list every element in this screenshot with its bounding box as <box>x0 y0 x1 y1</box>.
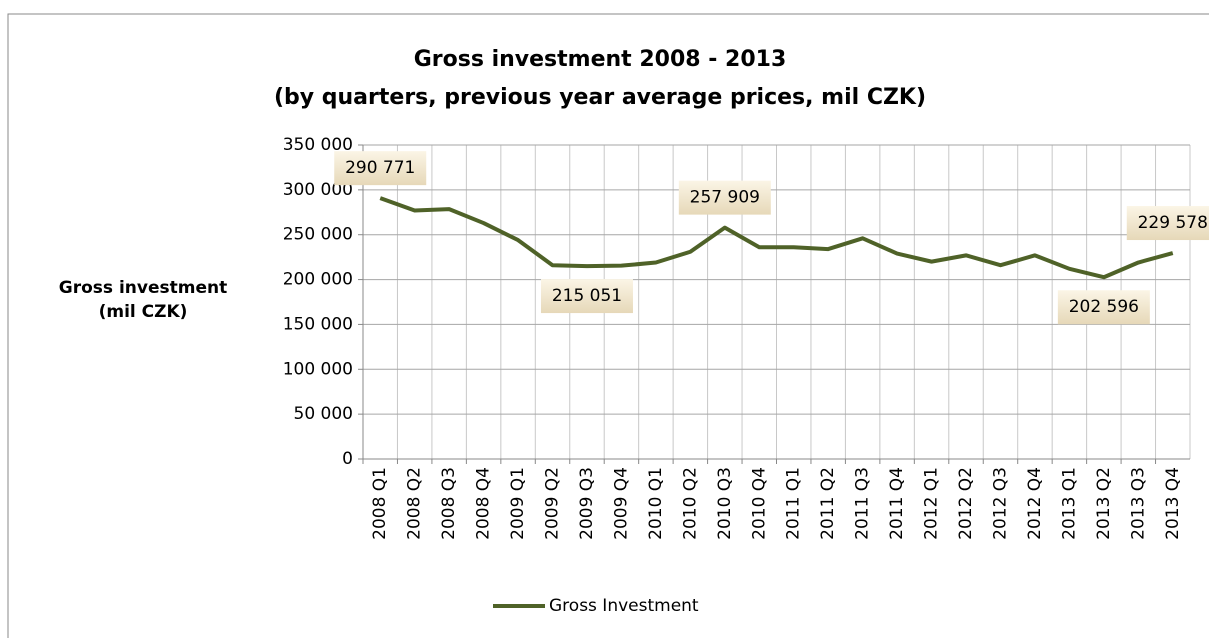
x-tick-label: 2012 Q3 <box>990 467 1010 540</box>
x-tick-label: 2010 Q1 <box>646 467 666 540</box>
data-label: 215 051 <box>552 286 622 306</box>
y-tick-label: 350 000 <box>283 135 353 155</box>
x-tick-label: 2013 Q1 <box>1059 467 1079 540</box>
data-label: 202 596 <box>1069 297 1139 317</box>
x-tick-label: 2008 Q4 <box>474 467 494 540</box>
y-tick-label: 100 000 <box>283 359 353 379</box>
x-tick-label: 2011 Q2 <box>818 467 838 540</box>
x-tick-label: 2010 Q2 <box>680 467 700 540</box>
x-tick-label: 2013 Q4 <box>1163 467 1183 540</box>
chart-title: Gross investment 2008 - 2013 <box>414 47 787 72</box>
x-tick-label: 2012 Q4 <box>1025 467 1045 540</box>
x-tick-label: 2010 Q4 <box>749 467 769 540</box>
x-tick-label: 2009 Q4 <box>611 467 631 540</box>
x-tick-label: 2013 Q3 <box>1128 467 1148 540</box>
data-label: 257 909 <box>690 188 760 208</box>
x-tick-label: 2013 Q2 <box>1094 467 1114 540</box>
x-tick-label: 2008 Q2 <box>405 467 425 540</box>
data-label-box <box>1126 206 1209 241</box>
y-tick-label: 150 000 <box>283 314 353 334</box>
data-label-box <box>540 279 633 314</box>
x-tick-label: 2009 Q3 <box>577 467 597 540</box>
x-tick-label: 2011 Q4 <box>887 467 907 540</box>
y-axis-label: Gross investment (mil CZK) <box>58 278 228 322</box>
data-label-box <box>678 180 771 215</box>
x-tick-label: 2012 Q2 <box>956 467 976 540</box>
chart-subtitle: (by quarters, previous year average pric… <box>274 85 926 110</box>
x-tick-label: 2009 Q2 <box>543 467 563 540</box>
x-tick-label: 2010 Q3 <box>715 467 735 540</box>
data-label-box <box>334 151 427 186</box>
x-tick-label: 2009 Q1 <box>508 467 528 540</box>
y-tick-label: 50 000 <box>294 404 353 424</box>
x-tick-label: 2011 Q3 <box>853 467 873 540</box>
data-label: 290 771 <box>345 158 415 178</box>
legend-label: Gross Investment <box>549 596 699 616</box>
x-tick-label: 2008 Q1 <box>370 467 390 540</box>
data-label: 229 578 <box>1138 213 1208 233</box>
chart-border <box>7 13 1209 638</box>
y-tick-label: 200 000 <box>283 270 353 290</box>
x-tick-label: 2011 Q1 <box>784 467 804 540</box>
x-tick-label: 2012 Q1 <box>922 467 942 540</box>
data-line <box>379 196 1174 280</box>
x-tick-label: 2008 Q3 <box>439 467 459 540</box>
y-tick-label: 0 <box>342 449 353 469</box>
data-label-box <box>1057 290 1150 325</box>
y-tick-label: 250 000 <box>283 225 353 245</box>
